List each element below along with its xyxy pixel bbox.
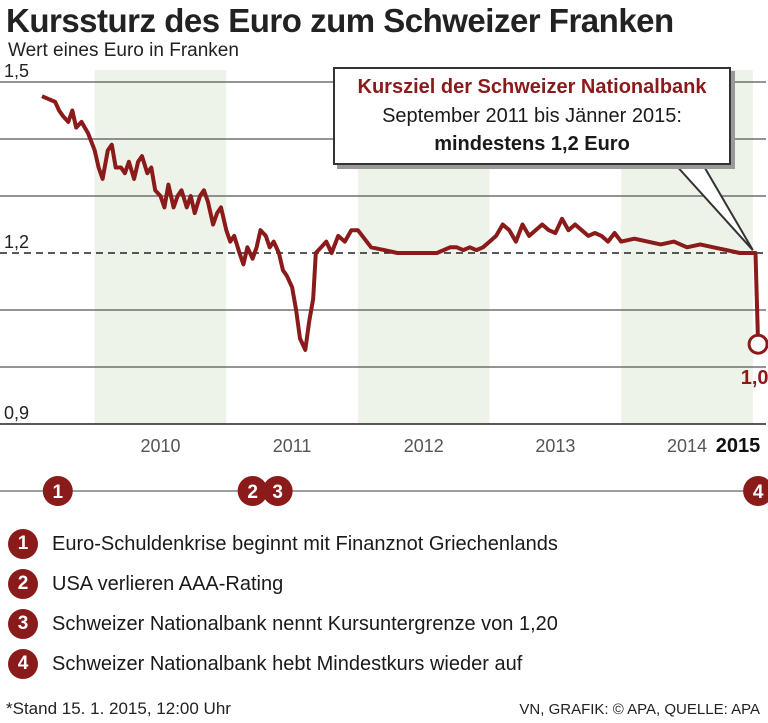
legend-text: USA verlieren AAA-Rating: [52, 572, 284, 595]
x-tick-label: 2015: [716, 435, 761, 457]
event-marker-4: [743, 476, 768, 506]
event-marker-1: [42, 476, 73, 506]
legend-item: 4 Schweizer Nationalbank hebt Mindestkur…: [8, 644, 758, 684]
legend-item: 1 Euro-Schuldenkrise beginnt mit Finanzn…: [8, 524, 758, 564]
year-band: [94, 70, 227, 424]
x-tick-label: 2013: [535, 436, 575, 456]
event-marker-3: [262, 476, 293, 506]
legend-item: 2 USA verlieren AAA-Rating: [8, 564, 758, 604]
x-tick-label: 2014: [667, 436, 707, 456]
series-line: [41, 94, 761, 352]
y-tick-label: 1,2: [4, 232, 29, 252]
footnote: *Stand 15. 1. 2015, 12:00 Uhr: [6, 699, 231, 718]
legend-text: Euro-Schuldenkrise beginnt mit Finanznot…: [52, 532, 558, 555]
annotation-box: Kursziel der Schweizer Nationalbank Sept…: [333, 67, 731, 165]
annotation-target: mindestens 1,2 Euro: [434, 133, 630, 155]
event-badge-3: 3: [8, 609, 38, 639]
x-tick-label: 2012: [404, 436, 444, 456]
event-marker-label: 2: [247, 482, 258, 503]
event-marker-label: 1: [53, 482, 64, 503]
y-tick-label: 1,5: [4, 61, 29, 81]
chart-title: Kurssturz des Euro zum Schweizer Franken: [6, 2, 674, 39]
annotation-title: Kursziel der Schweizer Nationalbank: [357, 76, 707, 98]
source-credit: VN, GRAFIK: © APA, QUELLE: APA: [519, 701, 760, 718]
chart-subtitle: Wert eines Euro in Franken: [8, 40, 239, 61]
x-tick-label: 2010: [140, 436, 180, 456]
event-marker-label: 3: [272, 482, 283, 503]
event-badge-1: 1: [8, 529, 38, 559]
annotation-period: September 2011 bis Jänner 2015:: [382, 105, 682, 127]
event-marker-label: 4: [753, 482, 764, 503]
legend: 1 Euro-Schuldenkrise beginnt mit Finanzn…: [8, 524, 758, 684]
legend-text: Schweizer Nationalbank hebt Mindestkurs …: [52, 652, 523, 675]
event-badge-2: 2: [8, 569, 38, 599]
final-value-label: 1,04*: [741, 367, 768, 389]
event-badge-4: 4: [8, 649, 38, 679]
legend-item: 3 Schweizer Nationalbank nennt Kursunter…: [8, 604, 758, 644]
y-tick-label: 0,9: [4, 403, 29, 423]
event-marker-2: [237, 476, 268, 506]
x-tick-label: 2011: [273, 436, 312, 456]
legend-text: Schweizer Nationalbank nennt Kursuntergr…: [52, 612, 558, 635]
final-point: [747, 333, 768, 355]
